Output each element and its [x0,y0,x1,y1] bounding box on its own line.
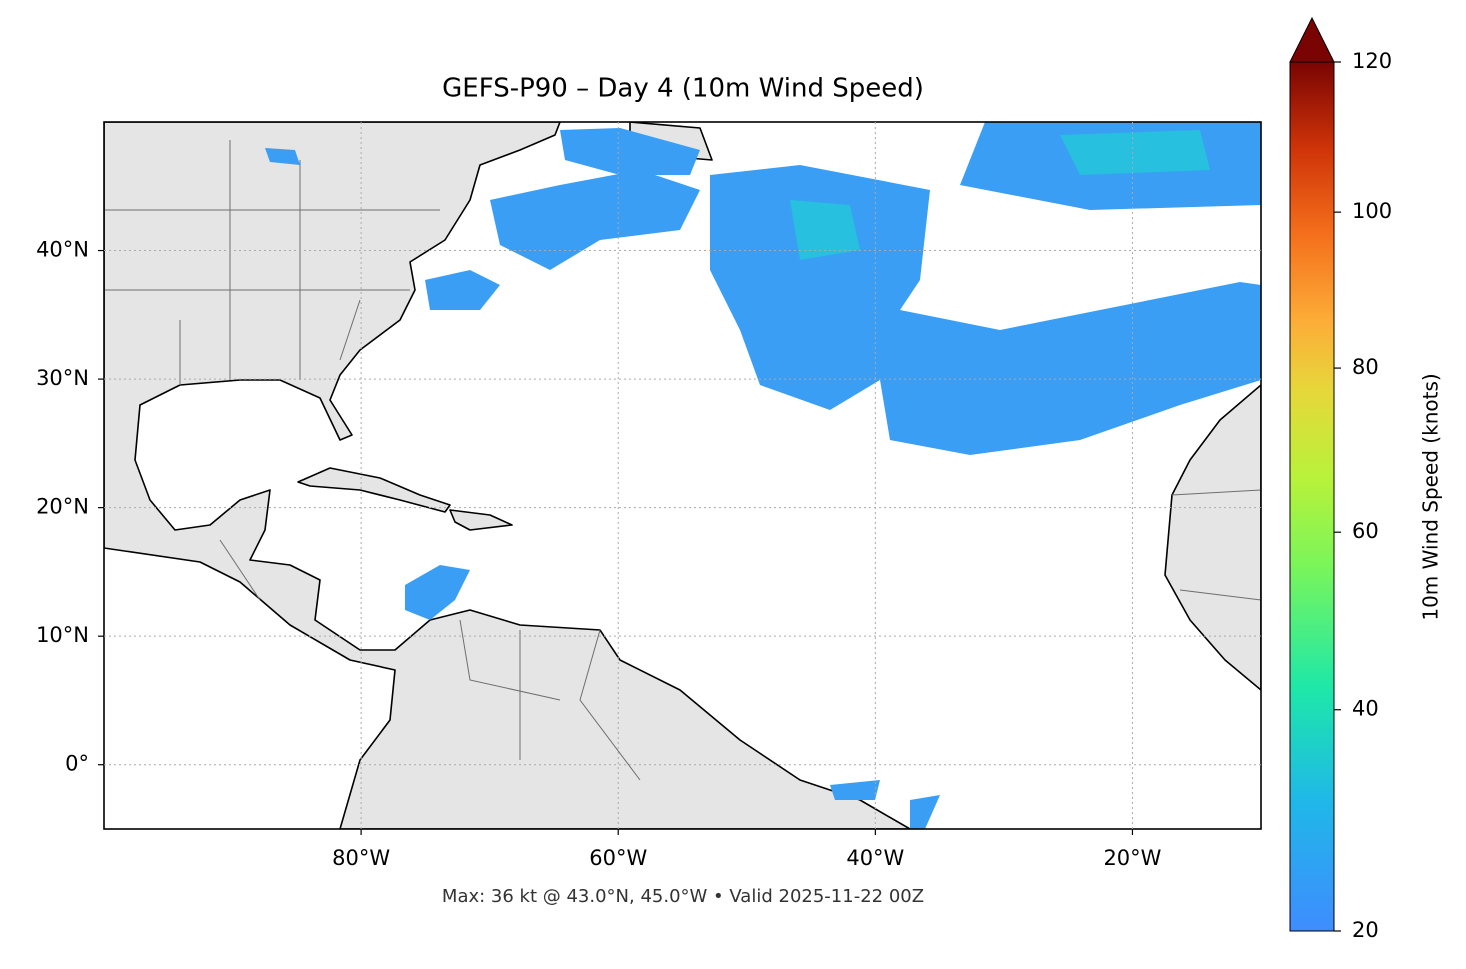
colorbar-tick-label: 60 [1352,519,1379,543]
wind-field [265,122,1261,829]
colorbar-tick-label: 100 [1352,199,1392,223]
caption: Max: 36 kt @ 43.0°N, 45.0°W • Valid 2025… [442,886,924,907]
y-tick-label: 0° [65,752,89,776]
colorbar [1289,61,1335,932]
cuba [297,467,451,513]
x-tick-label: 60°W [589,846,647,870]
y-tick-label: 30°N [36,366,89,390]
africa [1164,384,1261,691]
map-frame [103,121,1262,830]
y-tick-label: 40°N [36,238,89,262]
x-tick-label: 40°W [846,846,904,870]
x-tick-label: 20°W [1103,846,1161,870]
borders [104,140,1261,781]
colorbar-tick-label: 80 [1352,355,1379,379]
x-tick-label: 80°W [332,846,390,870]
colorbar-label: 10m Wind Speed (knots) [1419,373,1443,620]
hispaniola [449,509,513,531]
chart-title: GEFS-P90 – Day 4 (10m Wind Speed) [442,74,924,104]
colorbar-tick-label: 40 [1352,697,1379,721]
y-tick-label: 20°N [36,495,89,519]
americas [104,122,911,829]
y-tick-label: 10°N [36,623,89,647]
colorbar-extend [1289,16,1335,63]
colorbar-tick-label: 120 [1352,49,1392,73]
colorbar-tick-label: 20 [1352,918,1379,942]
map-layer [104,122,1261,829]
